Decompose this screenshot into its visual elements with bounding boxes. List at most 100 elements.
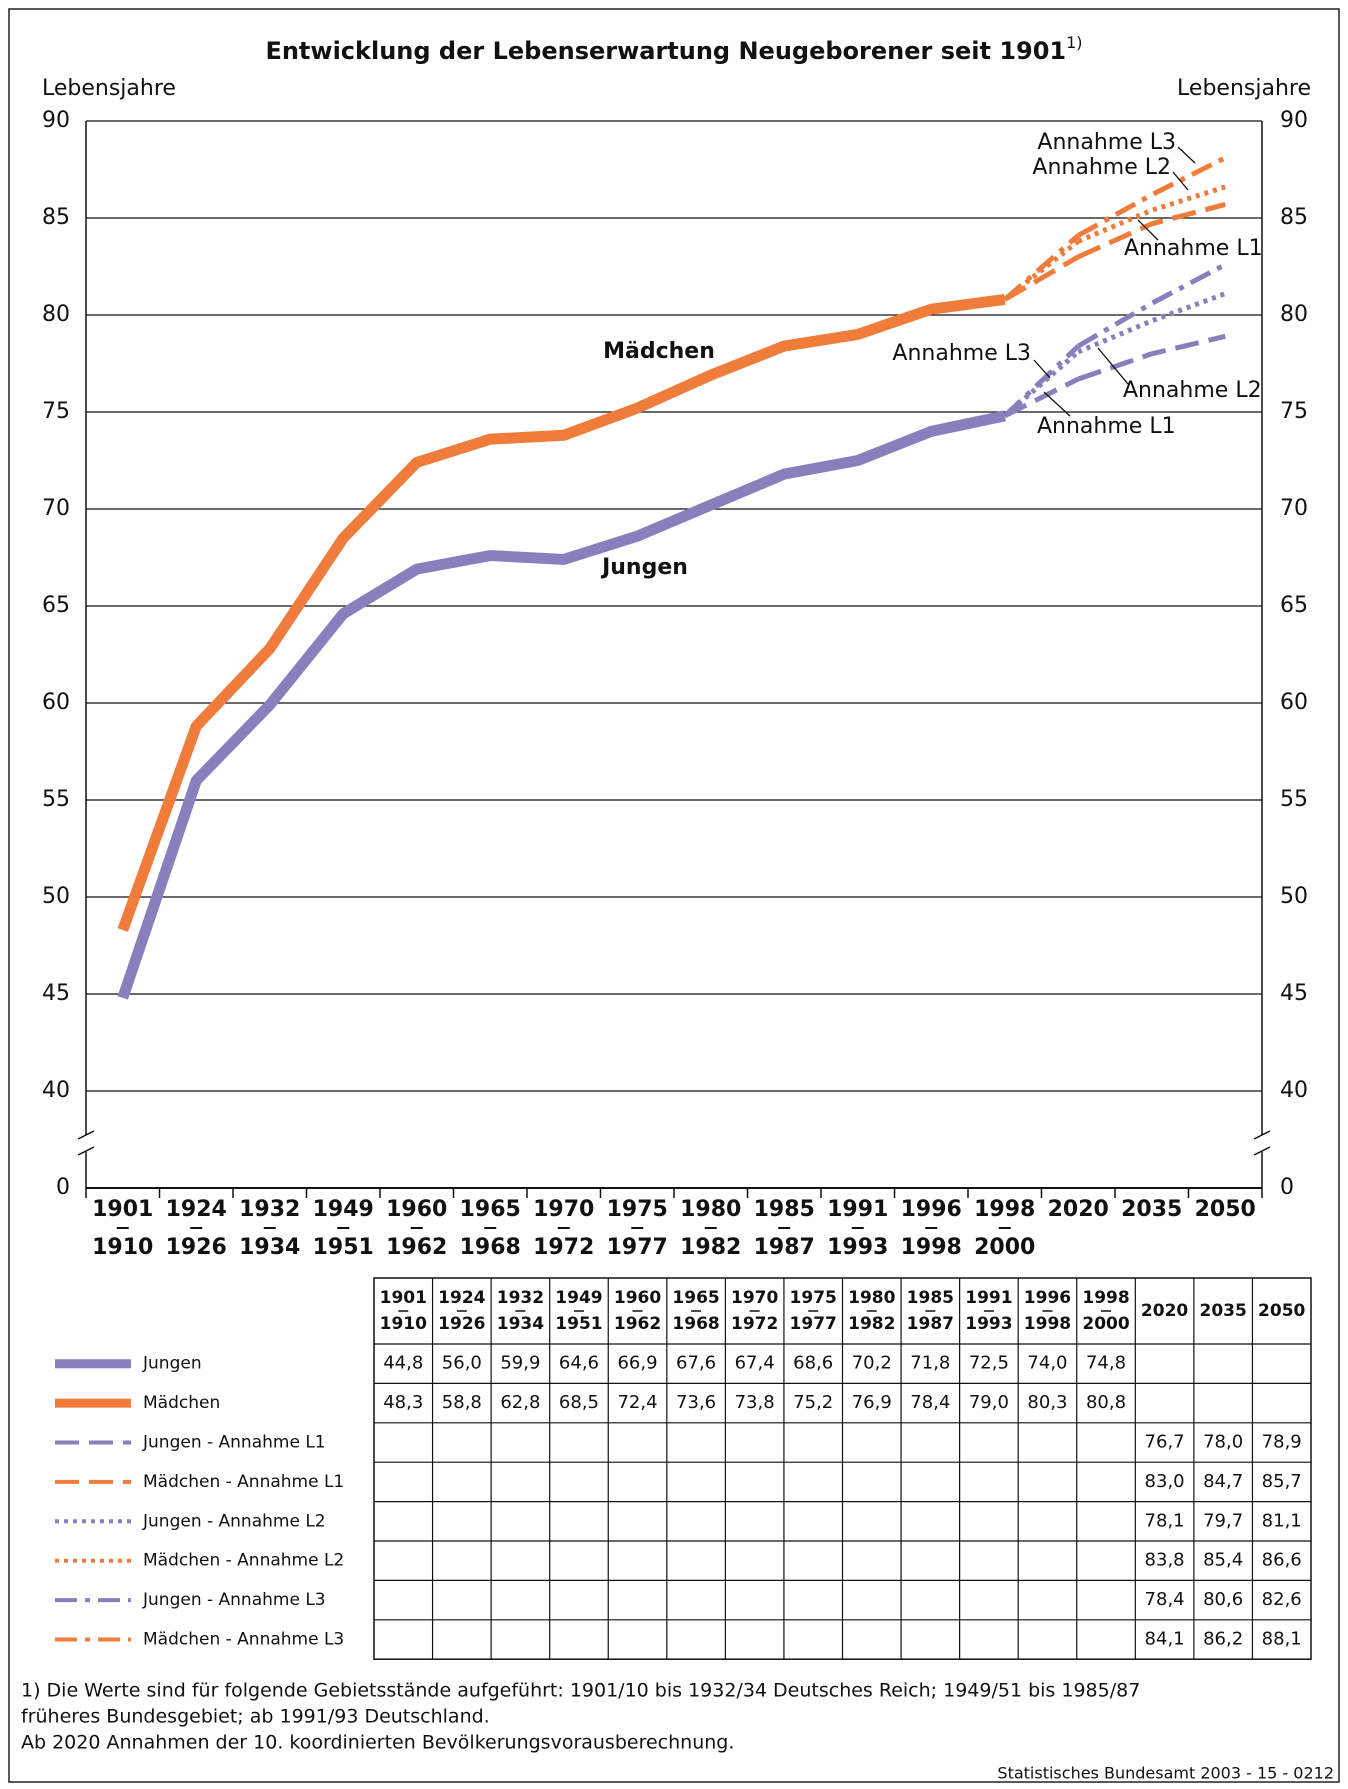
- table-value: 84,7: [1203, 1471, 1243, 1492]
- x-tick-label: 1975: [607, 1197, 668, 1222]
- x-tick-label: 1987: [754, 1235, 815, 1260]
- leader-line: [1177, 146, 1196, 164]
- table-header: 1926: [438, 1314, 485, 1334]
- y-tick-label: 60: [42, 690, 70, 715]
- table-header: 1977: [790, 1314, 837, 1334]
- table-header: 1996: [1024, 1288, 1071, 1308]
- y-tick-label: 0: [56, 1175, 70, 1200]
- y2-tick-label: 60: [1280, 690, 1308, 715]
- table-header: 1970: [731, 1288, 778, 1308]
- x-tick-label: 1960: [386, 1197, 447, 1222]
- annotation: Annahme L1: [1037, 414, 1176, 439]
- legend-label: Jungen - Annahme L1: [142, 1433, 326, 1453]
- table-value: 73,6: [676, 1392, 716, 1413]
- y-tick-label: 80: [42, 302, 70, 327]
- table-header: 1980: [848, 1288, 895, 1308]
- y2-tick-label: 50: [1280, 884, 1308, 909]
- y2-tick-label: 70: [1280, 496, 1308, 521]
- table-value: 78,4: [910, 1392, 950, 1413]
- table-header: 1987: [907, 1314, 954, 1334]
- axis-break: [77, 1130, 95, 1156]
- projection-connector: [1003, 254, 1080, 302]
- table-header: 1985: [907, 1288, 954, 1308]
- table-header: 1991: [965, 1288, 1012, 1308]
- table-value: 80,6: [1203, 1589, 1243, 1610]
- x-tick-label: 2000: [974, 1235, 1035, 1260]
- x-tick-label: 2050: [1195, 1197, 1256, 1222]
- table-value: 48,3: [383, 1392, 423, 1413]
- projection-connector: [1003, 344, 1080, 418]
- table-value: 76,9: [852, 1392, 892, 1413]
- x-tick-label: 1996: [901, 1197, 962, 1222]
- leader-line: [1043, 391, 1071, 417]
- title-text: Entwicklung der Lebenserwartung Neugebor…: [265, 37, 1066, 65]
- x-tick-label: 1965: [460, 1197, 521, 1222]
- table-value: 78,9: [1262, 1432, 1302, 1453]
- table-header: 1960: [614, 1288, 661, 1308]
- table-value: 59,9: [500, 1353, 540, 1374]
- legend-label: Mädchen - Annahme L1: [143, 1472, 344, 1492]
- table-value: 78,0: [1203, 1432, 1243, 1453]
- annotation: Annahme L3: [1037, 130, 1176, 155]
- title-note: 1): [1066, 33, 1082, 52]
- table-value: 78,4: [1145, 1589, 1185, 1610]
- y2-tick-label: 85: [1280, 205, 1308, 230]
- table-header: 1901: [380, 1288, 427, 1308]
- y2-tick-label: 0: [1280, 1175, 1294, 1200]
- y2-tick-label: 55: [1280, 787, 1308, 812]
- x-tick-label: 1998: [974, 1197, 1035, 1222]
- annotation: Jungen: [600, 555, 688, 580]
- table-header: 2050: [1258, 1301, 1305, 1321]
- table-header: 1998: [1082, 1288, 1129, 1308]
- footnote: Ab 2020 Annahmen der 10. koordinierten B…: [21, 1732, 734, 1754]
- table-value: 66,9: [617, 1353, 657, 1374]
- table-header: 2020: [1141, 1301, 1188, 1321]
- y2-tick-label: 75: [1280, 399, 1308, 424]
- footnote: früheres Bundesgebiet; ab 1991/93 Deutsc…: [21, 1706, 490, 1728]
- y2-tick-label: 65: [1280, 593, 1308, 618]
- table-value: 80,8: [1086, 1392, 1126, 1413]
- x-tick-label: 1985: [754, 1197, 815, 1222]
- table-value: 81,1: [1262, 1510, 1302, 1531]
- legend-label: Jungen - Annahme L2: [142, 1511, 326, 1531]
- table-value: 84,1: [1145, 1629, 1185, 1650]
- footnote: 1) Die Werte sind für folgende Gebietsst…: [21, 1680, 1140, 1702]
- y-tick-label: 70: [42, 496, 70, 521]
- table-value: 72,4: [617, 1392, 657, 1413]
- x-tick-label: 1951: [313, 1235, 374, 1260]
- legend-label: Jungen - Annahme L3: [142, 1590, 326, 1610]
- table-value: 75,2: [793, 1392, 833, 1413]
- table-value: 74,8: [1086, 1353, 1126, 1374]
- leader-line: [1033, 359, 1051, 379]
- x-tick-label: 1962: [386, 1235, 447, 1260]
- y2-tick-label: 45: [1280, 981, 1308, 1006]
- table-value: 68,5: [559, 1392, 599, 1413]
- table-header: 2000: [1082, 1314, 1129, 1334]
- table-header: 1932: [497, 1288, 544, 1308]
- leader-line: [1137, 219, 1159, 241]
- x-tick-label: 1998: [901, 1235, 962, 1260]
- table-value: 86,2: [1203, 1629, 1243, 1650]
- annotation: Annahme L2: [1123, 378, 1262, 403]
- x-tick-label: 1934: [239, 1235, 300, 1260]
- table-value: 82,6: [1262, 1589, 1302, 1610]
- legend-label: Mädchen: [143, 1393, 220, 1413]
- y2-tick-label: 90: [1280, 108, 1308, 133]
- table-value: 64,6: [559, 1353, 599, 1374]
- x-tick-label: 1901: [92, 1197, 153, 1222]
- table-value: 86,6: [1262, 1550, 1302, 1571]
- table-value: 85,7: [1262, 1471, 1302, 1492]
- series-line: [1077, 202, 1226, 260]
- series-line: [1076, 262, 1227, 349]
- projection-connector: [1003, 233, 1080, 302]
- table-value: 73,8: [735, 1392, 775, 1413]
- table-header: 1975: [790, 1288, 837, 1308]
- y-tick-label: 75: [42, 399, 70, 424]
- table-value: 85,4: [1203, 1550, 1243, 1571]
- y-tick-label: 65: [42, 593, 70, 618]
- table-value: 56,0: [442, 1353, 482, 1374]
- table-header: 1982: [848, 1314, 895, 1334]
- table-header: 1949: [555, 1288, 602, 1308]
